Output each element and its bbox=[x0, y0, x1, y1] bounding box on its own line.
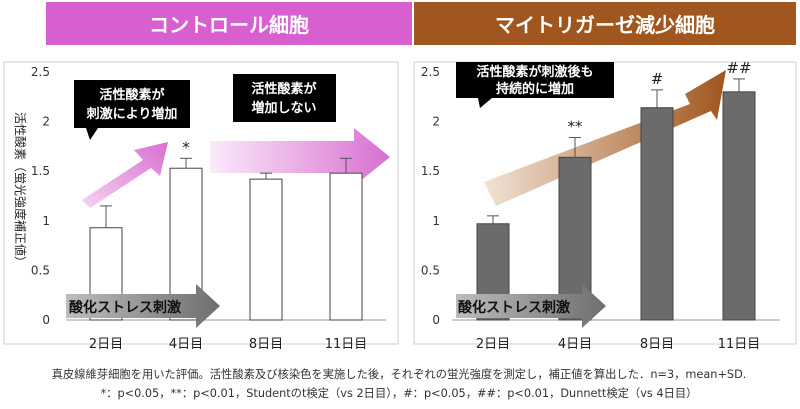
deficient-header-bg bbox=[414, 2, 796, 45]
y-tick-label: 2 bbox=[432, 115, 440, 129]
y-tick-label: 2 bbox=[42, 115, 50, 129]
significance-mark: * bbox=[182, 138, 190, 156]
stress-label-right: 酸化ストレス刺激 bbox=[458, 299, 570, 316]
deficient-chart-title: マイトリガーゼ減少細胞 bbox=[495, 13, 715, 37]
y-tick-label: 1 bbox=[432, 214, 440, 228]
bar-4 bbox=[329, 172, 363, 321]
svg-text:持続的に増加: 持続的に増加 bbox=[496, 81, 574, 97]
x-tick-label: 11日目 bbox=[718, 337, 761, 352]
svg-text:活性酸素が: 活性酸素が bbox=[251, 81, 316, 97]
x-tick-label: 8日目 bbox=[249, 337, 283, 352]
x-tick-label: 4日目 bbox=[558, 337, 592, 352]
bar-3 bbox=[640, 107, 674, 321]
caption-method: 真皮線維芽細胞を用いた評価。活性酸素及び核染色を実施した後，それぞれの蛍光強度を… bbox=[51, 368, 747, 381]
y-tick-label: 0.5 bbox=[31, 263, 50, 277]
stress-arrow-right bbox=[456, 284, 606, 328]
y-tick-label: 1 bbox=[42, 214, 50, 228]
control-chart-title: コントロール細胞 bbox=[149, 13, 309, 37]
y-tick-label: 2.5 bbox=[421, 65, 440, 79]
y-tick-label: 2.5 bbox=[31, 65, 50, 79]
y-tick-label: 0 bbox=[432, 313, 440, 327]
caption: 真皮線維芽細胞を用いた評価。活性酸素及び核染色を実施した後，それぞれの蛍光強度を… bbox=[4, 365, 794, 405]
x-tick-label: 2日目 bbox=[89, 337, 123, 352]
callout-control-increase: 活性酸素が 刺激により増加 bbox=[74, 80, 190, 140]
significance-mark: ## bbox=[726, 59, 751, 77]
y-tick-label: 1.5 bbox=[31, 164, 50, 178]
significance-mark: ** bbox=[568, 117, 584, 135]
svg-text:刺激により増加: 刺激により増加 bbox=[87, 106, 178, 122]
callout-deficient-increase: 活性酸素が刺激後も 持続的に増加 bbox=[456, 62, 614, 108]
bar-3 bbox=[249, 178, 283, 321]
svg-text:活性酸素が: 活性酸素が bbox=[99, 87, 164, 103]
x-tick-label: 4日目 bbox=[169, 337, 203, 352]
control-flat-arrow bbox=[210, 128, 390, 186]
x-tick-label: 8日目 bbox=[640, 337, 674, 352]
x-tick-label: 2日目 bbox=[476, 337, 510, 352]
bar-4 bbox=[722, 91, 756, 321]
control-rise-arrow bbox=[82, 142, 168, 208]
svg-text:増加しない: 増加しない bbox=[251, 100, 316, 116]
stress-label-left: 酸化ストレス刺激 bbox=[69, 299, 181, 316]
left-panel-frame bbox=[3, 61, 399, 345]
significance-mark: # bbox=[651, 70, 664, 88]
x-tick-label: 11日目 bbox=[325, 337, 368, 352]
y-tick-label: 0 bbox=[42, 313, 50, 327]
deficient-rise-arrow bbox=[484, 70, 726, 206]
callout-control-flat: 活性酸素が 増加しない bbox=[233, 74, 336, 122]
y-axis-label: 活性酸素（蛍光強度補正値） bbox=[13, 112, 28, 268]
svg-text:活性酸素が刺激後も: 活性酸素が刺激後も bbox=[476, 64, 593, 80]
control-header-bg bbox=[46, 2, 412, 45]
y-tick-label: 0.5 bbox=[421, 263, 440, 277]
deficient-bar-chart: 0 0.5 1 1.5 2 2.5 2日目 ** 4日目 #8日目 ## 11日目 bbox=[421, 59, 780, 352]
y-tick-label: 1.5 bbox=[421, 164, 440, 178]
caption-statistics: *：p<0.05，**：p<0.01，Studentのt検定（vs 2日目），#… bbox=[100, 387, 698, 400]
stress-arrow-left bbox=[66, 284, 220, 328]
